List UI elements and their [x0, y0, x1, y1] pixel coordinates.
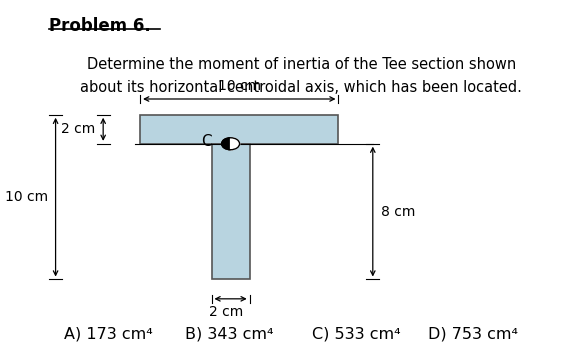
- Wedge shape: [221, 138, 230, 150]
- Text: A) 173 cm⁴: A) 173 cm⁴: [64, 326, 152, 341]
- Text: C: C: [201, 135, 212, 150]
- Text: 8 cm: 8 cm: [381, 205, 415, 219]
- Wedge shape: [230, 138, 240, 150]
- Bar: [140, 115, 339, 144]
- Text: 2 cm: 2 cm: [61, 122, 95, 136]
- Text: D) 753 cm⁴: D) 753 cm⁴: [428, 326, 518, 341]
- Bar: [212, 144, 250, 280]
- Text: 2 cm: 2 cm: [209, 305, 243, 319]
- Text: Determine the moment of inertia of the Tee section shown
about its horizontal ce: Determine the moment of inertia of the T…: [80, 57, 522, 95]
- Text: 10 cm: 10 cm: [5, 190, 48, 204]
- Text: B) 343 cm⁴: B) 343 cm⁴: [185, 326, 274, 341]
- Circle shape: [221, 138, 240, 150]
- Text: C) 533 cm⁴: C) 533 cm⁴: [312, 326, 401, 341]
- Text: 10 cm: 10 cm: [218, 79, 261, 93]
- Text: Problem 6.: Problem 6.: [49, 17, 150, 35]
